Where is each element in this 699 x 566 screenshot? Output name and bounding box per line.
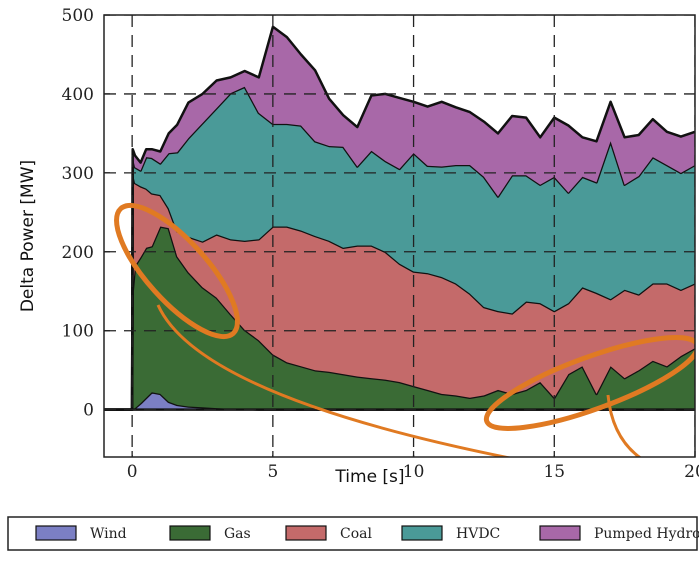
area-coal (104, 172, 695, 410)
legend-label: Pumped Hydro (594, 526, 699, 542)
y-axis-label: Delta Power [MW] (18, 160, 38, 312)
x-tick-label: 15 (543, 462, 565, 482)
boundary-pumped-hydro (104, 25, 695, 411)
annotation-ellipse-left (114, 202, 240, 340)
legend-item-wind: Wind (35, 525, 127, 542)
legend-swatch (35, 525, 77, 541)
legend-item-pumped-hydro: Pumped Hydro (539, 525, 699, 542)
y-tick-label: 200 (62, 243, 94, 263)
legend-label: Gas (224, 526, 251, 542)
y-tick-label: 400 (62, 85, 94, 105)
area-hvdc (104, 86, 695, 410)
plot-frame (103, 14, 696, 458)
legend: Wind Gas Coal HVDC Pumped Hydro (7, 516, 699, 551)
legend-item-hvdc: HVDC (401, 525, 500, 542)
x-axis-label: Time [s] (334, 467, 404, 487)
legend-swatch (401, 525, 443, 541)
area-layer (104, 25, 695, 411)
y-tick-label: 100 (62, 322, 94, 342)
grid-lines-overlay (104, 15, 695, 457)
legend-item-coal: Coal (285, 525, 372, 542)
annotation-ellipse-right (483, 335, 695, 431)
annotation-callout-line-left (156, 304, 513, 457)
x-tick-label: 5 (267, 462, 278, 482)
x-tick-label: 0 (127, 462, 138, 482)
x-tick-label: 20 (684, 462, 699, 482)
area-gas (104, 226, 695, 410)
area-pumped-hydro (104, 26, 695, 410)
legend-label: Coal (340, 526, 372, 542)
annotation-callout-line-right (606, 394, 642, 457)
x-tick-labels: 0 5 10 15 20 (127, 451, 699, 482)
legend-label: HVDC (456, 526, 500, 542)
y-tick-label: 300 (62, 164, 94, 184)
legend-swatch (539, 525, 581, 541)
legend-box (7, 516, 698, 551)
legend-swatch (169, 525, 211, 541)
y-tick-labels: 0 100 200 300 400 500 (62, 6, 110, 421)
area-wind (104, 392, 695, 410)
y-tick-label: 500 (62, 6, 94, 26)
legend-item-gas: Gas (169, 525, 251, 542)
x-tick-label: 10 (403, 462, 425, 482)
annotation-ellipses (114, 202, 695, 457)
legend-swatch (285, 525, 327, 541)
legend-label: Wind (90, 526, 127, 542)
y-tick-label: 0 (83, 401, 94, 421)
